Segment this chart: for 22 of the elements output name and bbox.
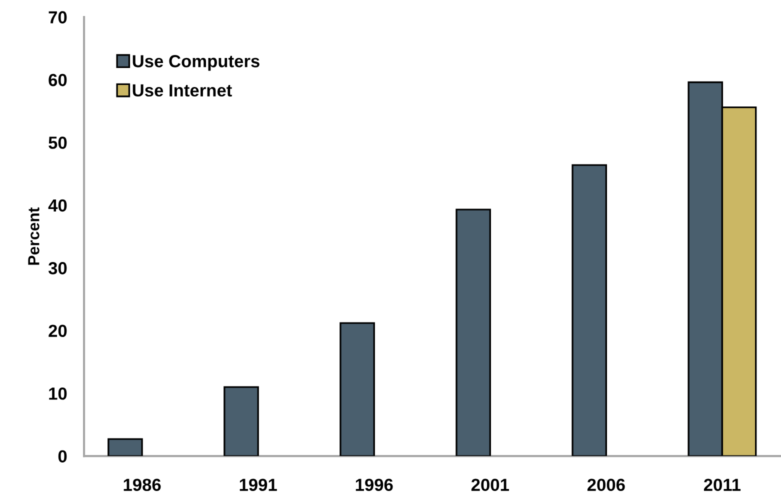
- y-tick-label: 20: [48, 324, 67, 338]
- y-tick-label: 40: [48, 199, 67, 212]
- bar: [456, 208, 491, 456]
- y-tick-label: 10: [49, 387, 67, 400]
- x-tick-label: 1986: [124, 478, 161, 491]
- x-tick-label: 2011: [704, 478, 741, 491]
- y-tick-label: 30: [48, 262, 67, 274]
- legend-label: Use Computers: [132, 55, 260, 71]
- x-tick-label: 1996: [356, 478, 393, 491]
- y-tick-label: 0: [58, 450, 67, 462]
- y-axis-title: Percent: [28, 207, 40, 265]
- y-tick-label: 60: [48, 74, 67, 86]
- bar: [224, 386, 259, 456]
- x-tick-label: 2006: [587, 478, 625, 491]
- bar: [340, 322, 375, 456]
- legend-label: Use Internet: [132, 84, 232, 97]
- y-tick-label: 70: [48, 11, 67, 24]
- x-tick-label: 1991: [240, 478, 277, 491]
- x-tick-label: 2001: [471, 478, 509, 491]
- y-tick-label: 50: [48, 136, 67, 149]
- bar: [572, 164, 608, 456]
- bar: [108, 438, 143, 456]
